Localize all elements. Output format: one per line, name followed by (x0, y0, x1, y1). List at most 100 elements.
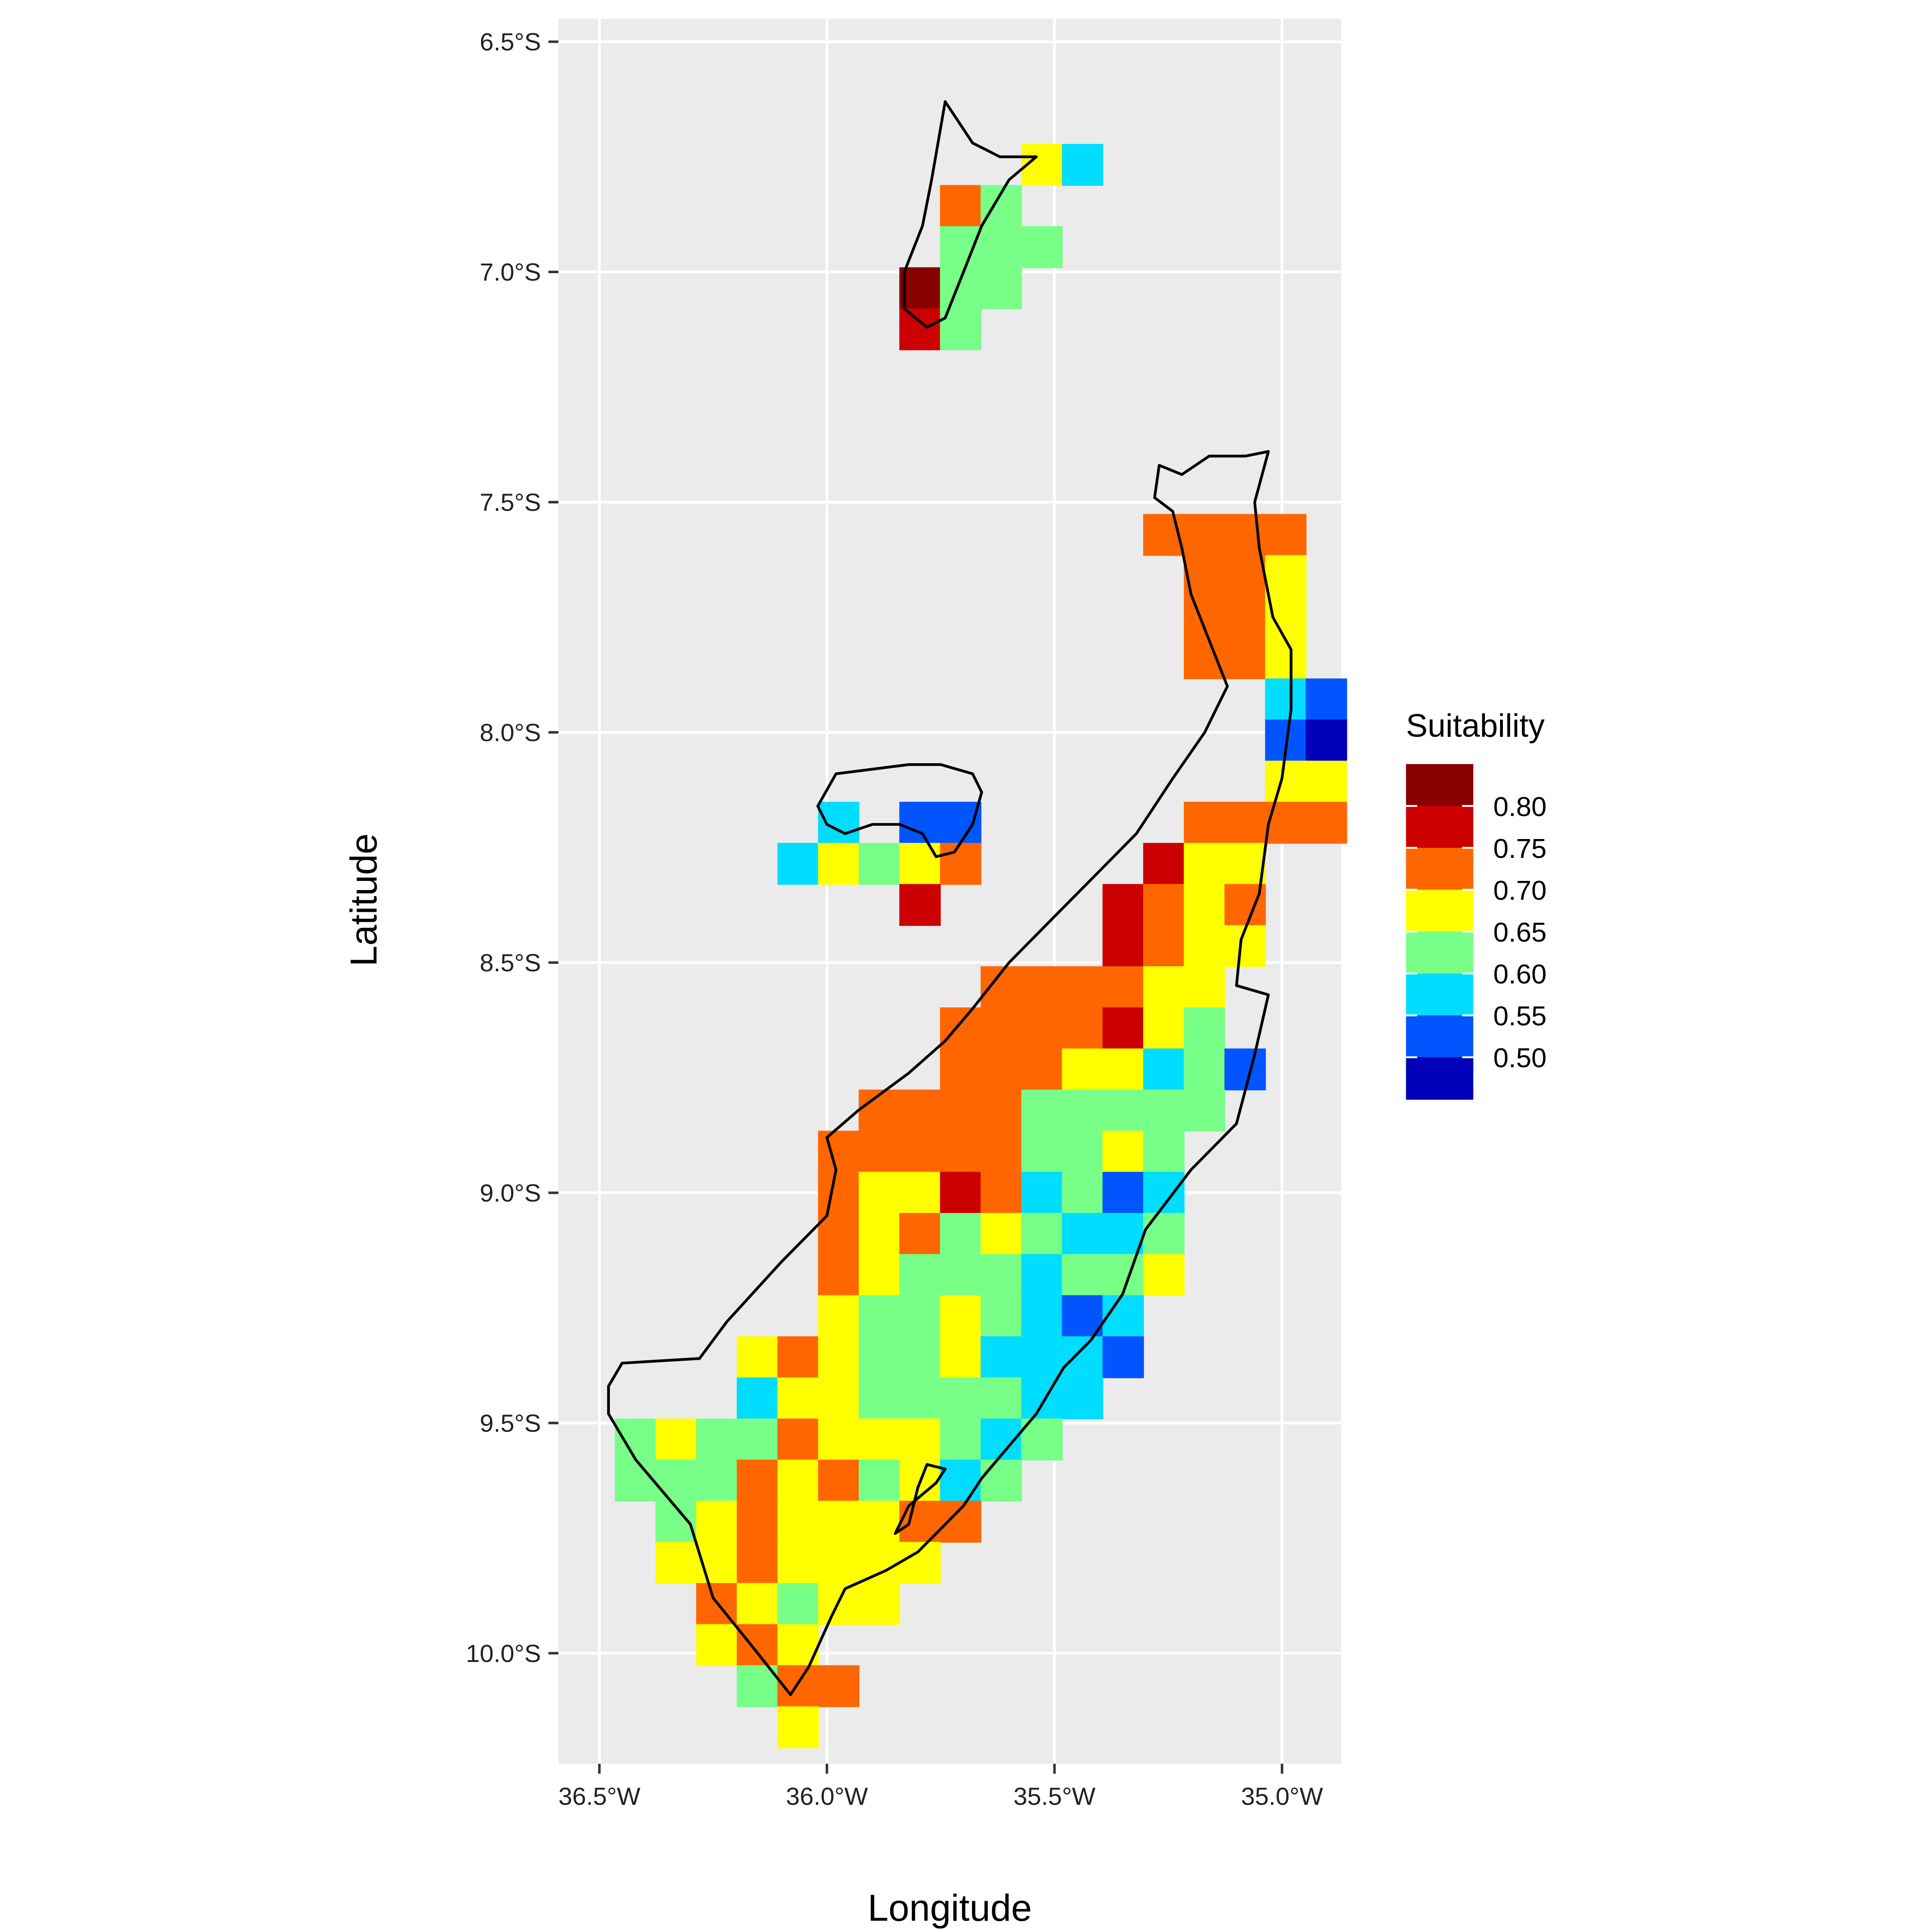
suitability-cell (736, 1336, 778, 1379)
suitability-cell (736, 1541, 778, 1584)
suitability-cell (1021, 966, 1063, 1008)
legend-title: Suitability (1406, 707, 1545, 743)
suitability-cell (940, 267, 982, 310)
suitability-cell (899, 1213, 941, 1255)
suitability-cell (777, 1377, 819, 1420)
suitability-cell (1184, 966, 1225, 1008)
suitability-cell (1184, 802, 1225, 844)
suitability-cell (858, 1541, 900, 1584)
suitability-cell (899, 1131, 941, 1173)
suitability-cell (1184, 884, 1225, 926)
suitability-cell (736, 1377, 778, 1420)
suitability-cell (1265, 514, 1307, 556)
suitability-cell (777, 1336, 819, 1379)
legend-swatch (1406, 890, 1473, 932)
y-axis: 6.5°S 7.0°S 7.5°S 8.0°S 8.5°S 9.0°S 9.5°S 10.0°… (466, 29, 558, 1668)
legend-label: 0.55 (1493, 1000, 1547, 1031)
suitability-cell (1062, 1254, 1104, 1296)
suitability-cell (858, 843, 900, 885)
suitability-cell (777, 1418, 819, 1460)
suitability-cell (736, 1501, 778, 1543)
suitability-cell (980, 267, 1022, 310)
suitability-cell (736, 1624, 778, 1666)
suitability-cell (1184, 843, 1225, 885)
suitability-cell (1021, 1377, 1063, 1420)
suitability-cell (1102, 1089, 1144, 1132)
suitability-cell (980, 1131, 1022, 1173)
suitability-cell (980, 1172, 1022, 1214)
suitability-cell (899, 1172, 941, 1214)
suitability-cell (980, 1048, 1022, 1091)
suitability-cell (1021, 1089, 1063, 1132)
suitability-cell (1184, 1048, 1225, 1091)
x-axis: 36.5°W 36.0°W 35.5°W 35.0°W (558, 1764, 1323, 1811)
legend-label: 0.60 (1493, 959, 1547, 989)
suitability-cell (777, 1583, 819, 1625)
suitability-cell (858, 1418, 900, 1460)
suitability-cell (1265, 637, 1307, 679)
suitability-cell (1143, 1089, 1185, 1132)
suitability-cell (1265, 678, 1307, 720)
suitability-cell (1062, 1089, 1104, 1132)
suitability-cell (899, 1254, 941, 1296)
suitability-cell (736, 1460, 778, 1502)
suitability-cell (777, 1460, 819, 1502)
suitability-cell (1265, 555, 1307, 597)
suitability-cell (1305, 678, 1347, 720)
region-outlines (607, 100, 1293, 1696)
suitability-cell (736, 1418, 778, 1460)
suitability-cell (1062, 1131, 1104, 1173)
legend: Suitability 0.80 0.75 0.70 0.65 0.60 0.55 0.50 (1406, 707, 1547, 1100)
suitability-cell (1224, 802, 1266, 844)
suitability-cell (1062, 966, 1104, 1008)
suitability-cell (899, 884, 941, 926)
suitability-cell (980, 1460, 1022, 1502)
suitability-cell (899, 308, 941, 351)
suitability-cell (615, 1460, 656, 1502)
suitability-cell (1305, 719, 1347, 762)
suitability-cell (1021, 226, 1063, 268)
suitability-cell (858, 1131, 900, 1173)
suitability-cell (696, 1418, 738, 1460)
suitability-cell (1224, 596, 1266, 638)
suitability-cell (818, 1295, 860, 1337)
suitability-cell (940, 1131, 982, 1173)
suitability-cell (1143, 1048, 1185, 1091)
x-tick-label: 35.5°W (1013, 1783, 1095, 1811)
outline-northern-fragment (903, 100, 1038, 329)
suitability-cell (899, 843, 941, 885)
suitability-cell (655, 1418, 697, 1460)
suitability-cell (1265, 760, 1307, 803)
suitability-cell (1102, 884, 1144, 926)
suitability-cell (1143, 884, 1185, 926)
suitability-cell (940, 1172, 982, 1214)
suitability-cell (818, 1418, 860, 1460)
suitability-cell (1143, 1007, 1185, 1049)
suitability-cell (1102, 1295, 1144, 1337)
y-tick-label: 9.5°S (480, 1409, 541, 1437)
legend-label: 0.70 (1493, 875, 1547, 906)
legend-label: 0.50 (1493, 1042, 1547, 1073)
suitability-cell (1102, 925, 1144, 967)
suitability-cell (899, 802, 941, 844)
suitability-cell (818, 1131, 860, 1173)
suitability-cell (1062, 144, 1104, 186)
suitability-cell (1184, 514, 1225, 556)
suitability-cell (1143, 1254, 1185, 1296)
x-axis-title: Longitude (868, 1887, 1032, 1929)
suitability-cell (818, 802, 860, 844)
suitability-cell (858, 1460, 900, 1502)
suitability-cell (696, 1460, 738, 1502)
suitability-cell (1021, 1048, 1063, 1091)
suitability-cell (940, 1418, 982, 1460)
suitability-cell (1102, 1213, 1144, 1255)
suitability-cell (940, 1089, 982, 1132)
suitability-cell (858, 1336, 900, 1379)
y-axis-title: Latitude (343, 834, 385, 966)
suitability-cell (940, 1295, 982, 1337)
suitability-cell (1021, 1007, 1063, 1049)
suitability-cell (1224, 637, 1266, 679)
suitability-cell (1021, 1213, 1063, 1255)
suitability-cell (858, 1583, 900, 1625)
suitability-cell (899, 1418, 941, 1460)
